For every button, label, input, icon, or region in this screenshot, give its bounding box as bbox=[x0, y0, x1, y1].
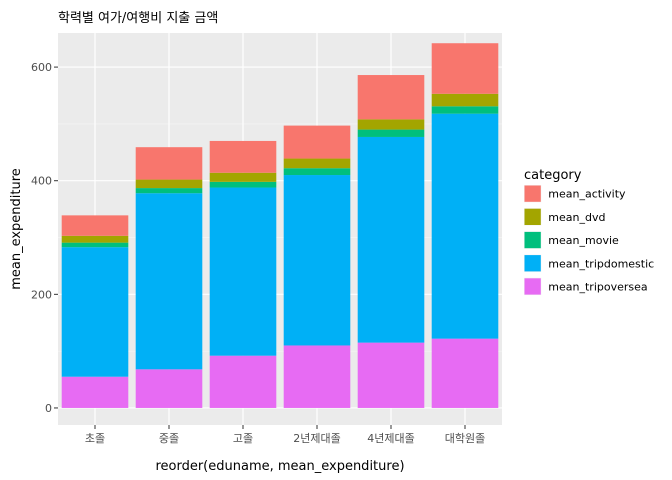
bar-mean_activity-5 bbox=[431, 43, 499, 94]
x-tick-label: 초졸 bbox=[85, 432, 105, 445]
bar-mean_tripdomestic-3 bbox=[283, 175, 351, 346]
bar-mean_movie-1 bbox=[135, 188, 203, 194]
legend-label-mean_tripoversea: mean_tripoversea bbox=[548, 280, 647, 293]
legend-swatch-mean_tripdomestic bbox=[524, 255, 541, 272]
bar-mean_tripoversea-1 bbox=[135, 369, 203, 408]
bar-mean_activity-3 bbox=[283, 125, 351, 159]
x-tick-label: 고졸 bbox=[233, 432, 253, 445]
bar-mean_activity-1 bbox=[135, 147, 203, 180]
x-tick-label: 4년제대졸 bbox=[367, 432, 414, 445]
bars bbox=[61, 43, 499, 408]
legend-label-mean_activity: mean_activity bbox=[548, 188, 626, 201]
bar-mean_activity-4 bbox=[357, 75, 425, 120]
bar-mean_movie-3 bbox=[283, 168, 351, 176]
bar-mean_movie-5 bbox=[431, 106, 499, 114]
x-axis-title: reorder(eduname, mean_expenditure) bbox=[155, 459, 404, 474]
legend-swatch-mean_tripoversea bbox=[524, 278, 541, 295]
bar-mean_movie-2 bbox=[209, 181, 277, 188]
bar-mean_tripoversea-2 bbox=[209, 355, 277, 408]
legend-swatch-mean_dvd bbox=[524, 208, 541, 225]
y-tick-label: 600 bbox=[31, 61, 52, 74]
bar-mean_activity-0 bbox=[61, 215, 129, 236]
bar-mean_tripoversea-4 bbox=[357, 342, 425, 408]
legend-swatch-mean_activity bbox=[524, 185, 541, 202]
bar-mean_tripoversea-5 bbox=[431, 338, 499, 408]
bar-mean_dvd-0 bbox=[61, 235, 129, 243]
bar-mean_tripoversea-0 bbox=[61, 376, 129, 408]
bar-mean_dvd-3 bbox=[283, 158, 351, 169]
legend-swatch-mean_movie bbox=[524, 231, 541, 249]
bar-mean_dvd-5 bbox=[431, 93, 499, 107]
legend-label-mean_tripdomestic: mean_tripdomestic bbox=[548, 257, 654, 270]
bar-mean_dvd-1 bbox=[135, 179, 203, 189]
bar-mean_movie-4 bbox=[357, 129, 425, 137]
x-tick-label: 대학원졸 bbox=[445, 432, 485, 445]
plot-panel bbox=[58, 33, 502, 425]
bar-mean_tripdomestic-5 bbox=[431, 113, 499, 339]
chart-title: 학력별 여가/여행비 지출 금액 bbox=[58, 10, 218, 26]
minor-gridlines bbox=[58, 123, 502, 352]
bar-mean_tripdomestic-0 bbox=[61, 247, 129, 377]
bar-mean_dvd-2 bbox=[209, 172, 277, 182]
bar-mean_tripdomestic-4 bbox=[357, 136, 425, 343]
legend-title: category bbox=[524, 168, 582, 183]
x-tick-label: 2년제대졸 bbox=[293, 432, 340, 445]
bar-mean_tripdomestic-2 bbox=[209, 187, 277, 356]
y-tick-label: 0 bbox=[45, 402, 52, 415]
x-axis-ticks: 초졸 중졸 고졸 2년제대졸 4년제대졸 대학원졸 bbox=[85, 425, 485, 445]
y-axis-ticks: 0 200 400 600 bbox=[31, 61, 58, 415]
legend: category mean_activity mean_dvd mean_movie… bbox=[524, 168, 654, 296]
y-tick-label: 200 bbox=[31, 288, 52, 301]
bar-mean_dvd-4 bbox=[357, 119, 425, 130]
bar-mean_tripoversea-3 bbox=[283, 345, 351, 408]
x-tick-label: 중졸 bbox=[159, 432, 179, 445]
y-axis-title: mean_expenditure bbox=[9, 168, 24, 290]
bar-mean_tripdomestic-1 bbox=[135, 193, 203, 370]
legend-label-mean_movie: mean_movie bbox=[548, 234, 619, 247]
legend-label-mean_dvd: mean_dvd bbox=[548, 211, 605, 224]
bar-mean_movie-0 bbox=[61, 242, 129, 248]
bar-mean_activity-2 bbox=[209, 140, 277, 173]
y-tick-label: 400 bbox=[31, 175, 52, 188]
